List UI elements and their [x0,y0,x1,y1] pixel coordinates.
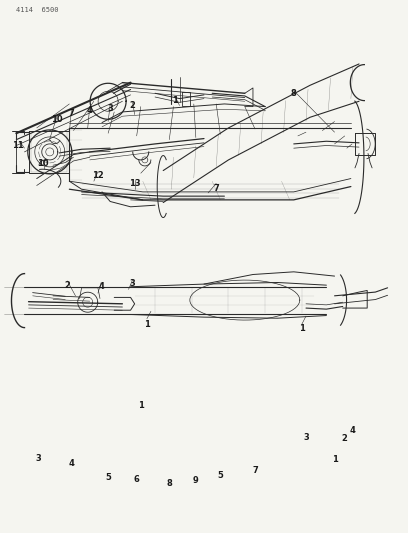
Text: 4: 4 [98,282,104,290]
Text: 1: 1 [173,96,178,104]
Text: 8: 8 [166,479,172,488]
Text: 1: 1 [299,325,305,333]
Text: 5: 5 [105,473,111,481]
Text: 4: 4 [87,106,93,115]
Text: 8: 8 [291,89,297,98]
Text: 6: 6 [134,475,140,484]
Text: 4: 4 [69,459,74,468]
Text: 2: 2 [130,101,135,110]
Text: 2: 2 [342,434,348,443]
Text: 1: 1 [138,401,144,409]
Text: 3: 3 [303,433,309,441]
Text: 2: 2 [64,281,70,289]
Text: 3: 3 [130,279,135,288]
Text: 1: 1 [144,320,150,328]
Text: 10: 10 [37,159,49,168]
Text: 9: 9 [193,477,199,485]
Text: 7: 7 [213,184,219,192]
Text: 7: 7 [69,109,74,118]
Text: 1: 1 [332,455,337,464]
Text: 3: 3 [36,454,42,463]
Text: 7: 7 [252,466,258,474]
Text: 13: 13 [129,180,140,188]
Text: 11: 11 [13,141,24,150]
Text: 3: 3 [107,104,113,112]
Text: 4: 4 [349,426,355,435]
Text: 5: 5 [217,472,223,480]
Text: 10: 10 [51,116,63,124]
Text: 4114  6500: 4114 6500 [16,6,59,13]
Text: 12: 12 [92,172,104,180]
